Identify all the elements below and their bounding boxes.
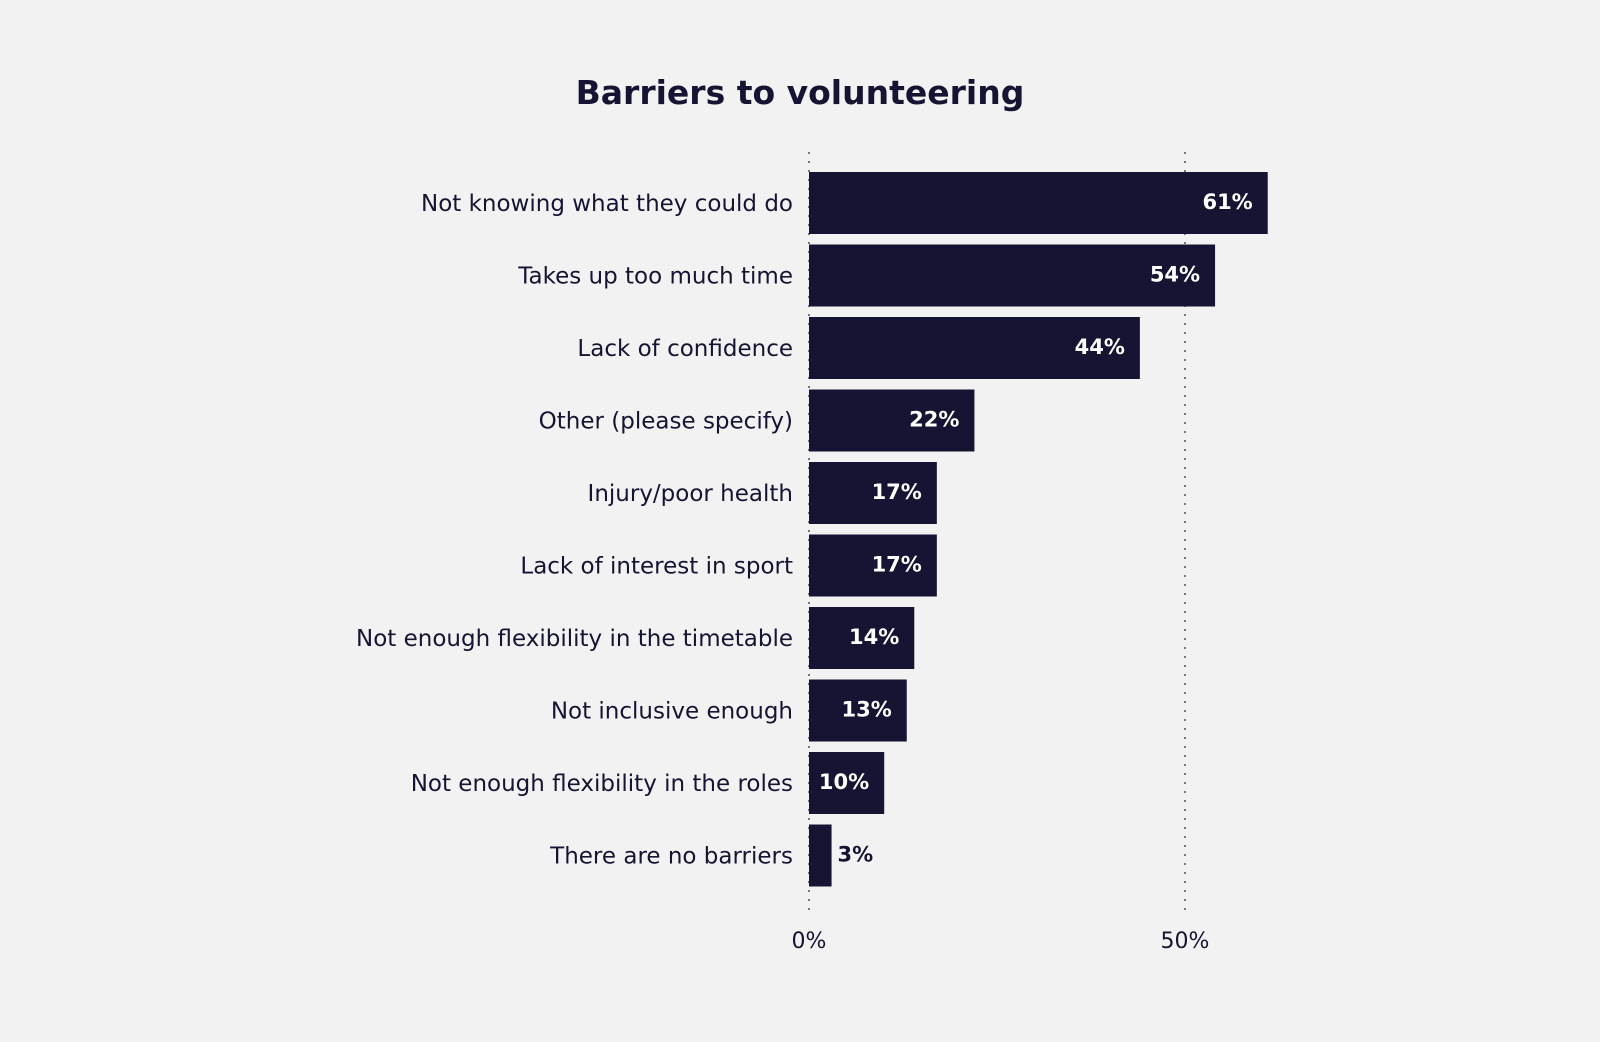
data-label: 44% [1075,335,1125,359]
bar [809,462,937,524]
category-label: Other (please specify) [539,409,793,435]
data-label: 3% [838,843,874,867]
bar [809,244,1216,307]
category-label: There are no barriers [549,844,793,870]
category-label: Not enough flexibility in the roles [411,771,793,797]
bar [809,172,1268,234]
data-label: 13% [841,698,891,722]
category-label: Takes up too much time [517,264,793,290]
chart-title: Barriers to volunteering [576,73,1025,112]
bar [809,679,907,742]
bar [809,752,885,814]
category-label: Not enough flexibility in the timetable [356,626,793,652]
data-label: 54% [1150,263,1200,287]
bar [809,607,915,669]
data-label: 14% [849,625,899,649]
bar [809,389,975,452]
bar [809,317,1140,379]
data-label: 17% [872,553,922,577]
bar [809,534,937,597]
bar [809,824,832,887]
category-label: Injury/poor health [588,481,793,507]
category-label: Not inclusive enough [551,699,793,725]
x-tick-label: 50% [1161,929,1210,954]
category-label: Not knowing what they could do [421,191,793,217]
data-label: 17% [872,480,922,504]
data-label: 22% [909,408,959,432]
x-tick-label: 0% [792,929,827,954]
data-label: 61% [1202,190,1252,214]
category-label: Lack of confidence [577,336,793,362]
category-label: Lack of interest in sport [520,554,793,580]
data-label: 10% [819,770,869,794]
